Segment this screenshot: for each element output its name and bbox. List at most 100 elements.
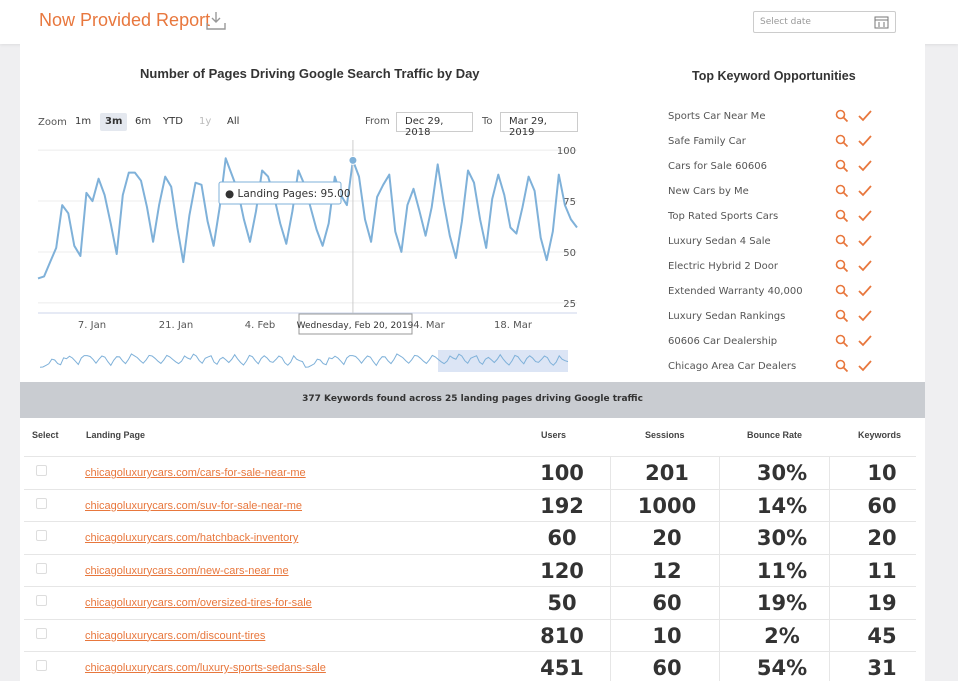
check-icon[interactable] bbox=[858, 260, 872, 272]
zoom-all-button[interactable]: All bbox=[227, 116, 240, 127]
column-divider bbox=[610, 587, 611, 619]
check-icon[interactable] bbox=[858, 185, 872, 197]
check-icon[interactable] bbox=[858, 360, 872, 372]
check-icon[interactable] bbox=[858, 335, 872, 347]
keywords-cell: 11 bbox=[867, 558, 897, 583]
calendar-icon[interactable] bbox=[874, 15, 889, 29]
landing-page-link[interactable]: chicagoluxurycars.com/hatchback-inventor… bbox=[85, 532, 299, 544]
check-icon[interactable] bbox=[858, 135, 872, 147]
search-icon[interactable] bbox=[835, 259, 849, 273]
keywords-cell: 20 bbox=[867, 526, 897, 550]
landing-page-link[interactable]: chicagoluxurycars.com/luxury-sports-seda… bbox=[85, 662, 326, 674]
column-divider bbox=[829, 587, 830, 619]
search-icon[interactable] bbox=[835, 284, 849, 298]
zoom-1y-button[interactable]: 1y bbox=[199, 116, 212, 127]
bounce-rate-cell: 30% bbox=[756, 526, 808, 550]
from-label: From bbox=[365, 116, 390, 127]
check-icon[interactable] bbox=[858, 210, 872, 222]
keyword-item[interactable]: Luxury Sedan 4 Sale bbox=[668, 233, 908, 253]
keyword-label: Cars for Sale 60606 bbox=[668, 161, 767, 172]
table-row: chicagoluxurycars.com/oversized-tires-fo… bbox=[24, 586, 916, 619]
bounce-rate-cell: 30% bbox=[756, 461, 808, 485]
tooltip-box bbox=[218, 181, 342, 205]
landing-page-link[interactable]: chicagoluxurycars.com/discount-tires bbox=[85, 629, 266, 642]
to-date-input[interactable]: Mar 29, 2019 bbox=[500, 112, 578, 138]
keywords-cell: 45 bbox=[867, 623, 897, 648]
summary-bar: 377 Keywords found across 25 landing pag… bbox=[20, 382, 925, 418]
row-select-checkbox[interactable] bbox=[36, 497, 47, 509]
column-divider bbox=[829, 554, 830, 587]
search-icon[interactable] bbox=[835, 159, 849, 173]
column-divider bbox=[610, 457, 611, 489]
keyword-item[interactable]: 60606 Car Dealership bbox=[668, 333, 908, 353]
row-select-checkbox[interactable] bbox=[36, 595, 47, 606]
row-select-checkbox[interactable] bbox=[36, 562, 47, 574]
keywords-title: Top Keyword Opportunities bbox=[692, 69, 856, 83]
landing-page-link[interactable]: chicagoluxurycars.com/cars-for-sale-near… bbox=[85, 467, 306, 479]
zoom-ytd-button[interactable]: YTD bbox=[163, 116, 183, 127]
search-icon[interactable] bbox=[835, 134, 849, 148]
tooltip-text: ● Landing Pages: 95.00 bbox=[225, 188, 351, 200]
x-tick-label: 7. Jan bbox=[78, 320, 106, 331]
landing-page-link[interactable]: chicagoluxurycars.com/oversized-tires-fo… bbox=[85, 597, 312, 609]
keyword-item[interactable]: New Cars by Me bbox=[668, 183, 908, 203]
keyword-item[interactable]: Cars for Sale 60606 bbox=[668, 158, 908, 178]
search-icon[interactable] bbox=[835, 234, 849, 248]
row-select-checkbox[interactable] bbox=[36, 530, 47, 541]
keyword-item[interactable]: Chicago Area Car Dealers bbox=[668, 358, 908, 378]
bounce-rate-cell: 19% bbox=[756, 591, 808, 615]
bounce-rate-cell: 11% bbox=[756, 558, 808, 583]
row-select-checkbox[interactable] bbox=[36, 465, 47, 476]
keyword-label: Luxury Sedan Rankings bbox=[668, 311, 786, 322]
y-tick-label: 25 bbox=[563, 299, 576, 310]
search-icon[interactable] bbox=[835, 184, 849, 198]
zoom-3m-button[interactable]: 3m bbox=[100, 113, 128, 131]
zoom-1m-button[interactable]: 1m bbox=[75, 116, 92, 127]
column-divider bbox=[719, 489, 720, 522]
top-bar: Now Provided Report Select date bbox=[0, 0, 958, 44]
crosshair-date-box bbox=[298, 313, 413, 335]
keyword-item[interactable]: Extended Warranty 40,000 bbox=[668, 283, 908, 303]
users-cell: 60 bbox=[547, 526, 577, 550]
navigator-selection[interactable] bbox=[438, 350, 568, 372]
check-icon[interactable] bbox=[858, 310, 872, 322]
sessions-cell: 10 bbox=[652, 623, 682, 648]
keywords-cell: 31 bbox=[867, 656, 897, 680]
keyword-item[interactable]: Sports Car Near Me bbox=[668, 108, 908, 128]
crosshair-date-label: Wednesday, Feb 20, 2019 bbox=[297, 321, 414, 331]
table-row: chicagoluxurycars.com/luxury-sports-seda… bbox=[24, 651, 916, 681]
x-tick-label: 4. Feb bbox=[245, 320, 275, 331]
hover-point bbox=[348, 155, 358, 165]
search-icon[interactable] bbox=[835, 334, 849, 348]
row-select-checkbox[interactable] bbox=[36, 660, 47, 671]
keywords-cell: 19 bbox=[867, 591, 897, 615]
row-select-checkbox[interactable] bbox=[36, 627, 47, 639]
search-icon[interactable] bbox=[835, 109, 849, 123]
check-icon[interactable] bbox=[858, 160, 872, 172]
keyword-item[interactable]: Electric Hybrid 2 Door bbox=[668, 258, 908, 278]
column-divider bbox=[610, 522, 611, 554]
download-icon[interactable] bbox=[204, 10, 228, 32]
check-icon[interactable] bbox=[858, 110, 872, 122]
table-row: chicagoluxurycars.com/cars-for-sale-near… bbox=[24, 456, 916, 489]
check-icon[interactable] bbox=[858, 235, 872, 247]
search-icon[interactable] bbox=[835, 309, 849, 323]
bounce-rate-cell: 14% bbox=[756, 493, 808, 518]
landing-page-link[interactable]: chicagoluxurycars.com/new-cars-near me bbox=[85, 564, 289, 577]
series-line-landing-pages bbox=[37, 157, 578, 280]
table-row: chicagoluxurycars.com/discount-tires 810 1… bbox=[24, 618, 916, 652]
date-select[interactable]: Select date bbox=[753, 11, 896, 33]
keyword-item[interactable]: Luxury Sedan Rankings bbox=[668, 308, 908, 328]
keyword-item[interactable]: Safe Family Car bbox=[668, 133, 908, 153]
check-icon[interactable] bbox=[858, 285, 872, 297]
column-divider bbox=[829, 457, 830, 489]
keyword-label: Top Rated Sports Cars bbox=[668, 211, 779, 222]
search-icon[interactable] bbox=[835, 209, 849, 223]
column-divider bbox=[719, 652, 720, 681]
keyword-item[interactable]: Top Rated Sports Cars bbox=[668, 208, 908, 228]
zoom-6m-button[interactable]: 6m bbox=[135, 116, 152, 127]
landing-page-link[interactable]: chicagoluxurycars.com/suv-for-sale-near-… bbox=[85, 499, 303, 512]
search-icon[interactable] bbox=[835, 359, 849, 373]
from-date-input[interactable]: Dec 29, 2018 bbox=[396, 112, 473, 138]
